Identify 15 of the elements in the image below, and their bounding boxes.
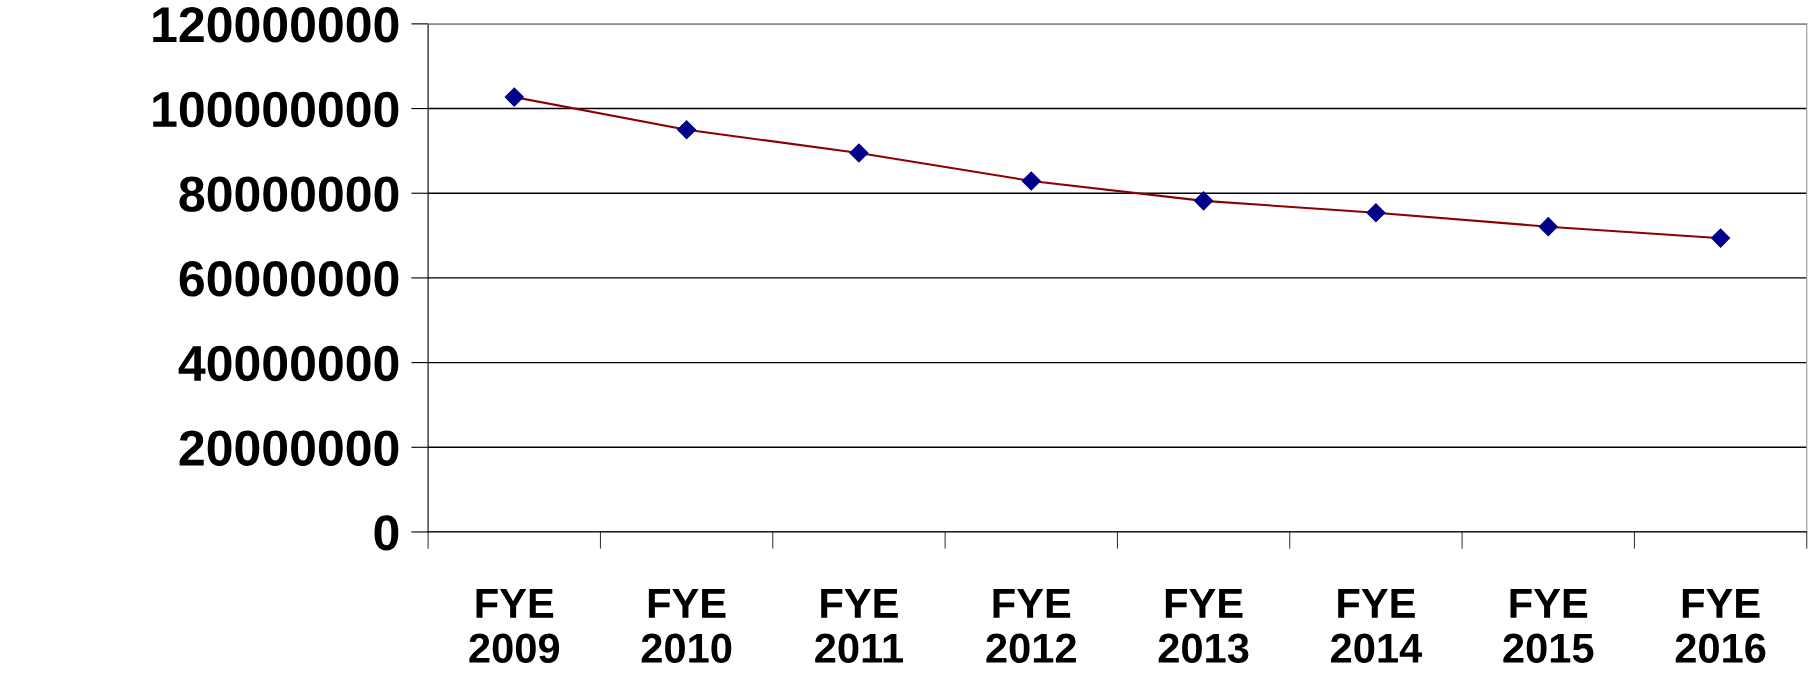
- y-tick-label: 80000000: [179, 176, 399, 212]
- x-tick-label: FYE 2014: [1331, 589, 1423, 663]
- x-tick-label: FYE 2009: [469, 589, 560, 663]
- y-tick-label: 40000000: [178, 345, 399, 382]
- x-tick-label: FYE 2015: [1503, 589, 1594, 663]
- y-tick-label: 100000000: [153, 91, 399, 128]
- x-tick-label: FYE 2016: [1675, 589, 1766, 663]
- x-tick-label: FYE 2011: [815, 589, 903, 663]
- x-tick-label: FYE 2013: [1158, 589, 1249, 664]
- y-tick-label: 60000000: [179, 261, 399, 297]
- x-tick-label: FYE 2012: [986, 589, 1076, 663]
- y-tick-label: 0: [374, 515, 399, 551]
- y-tick-label: 120000000: [153, 7, 399, 43]
- y-tick-label: 20000000: [179, 430, 399, 466]
- x-tick-label: FYE 2010: [641, 589, 732, 663]
